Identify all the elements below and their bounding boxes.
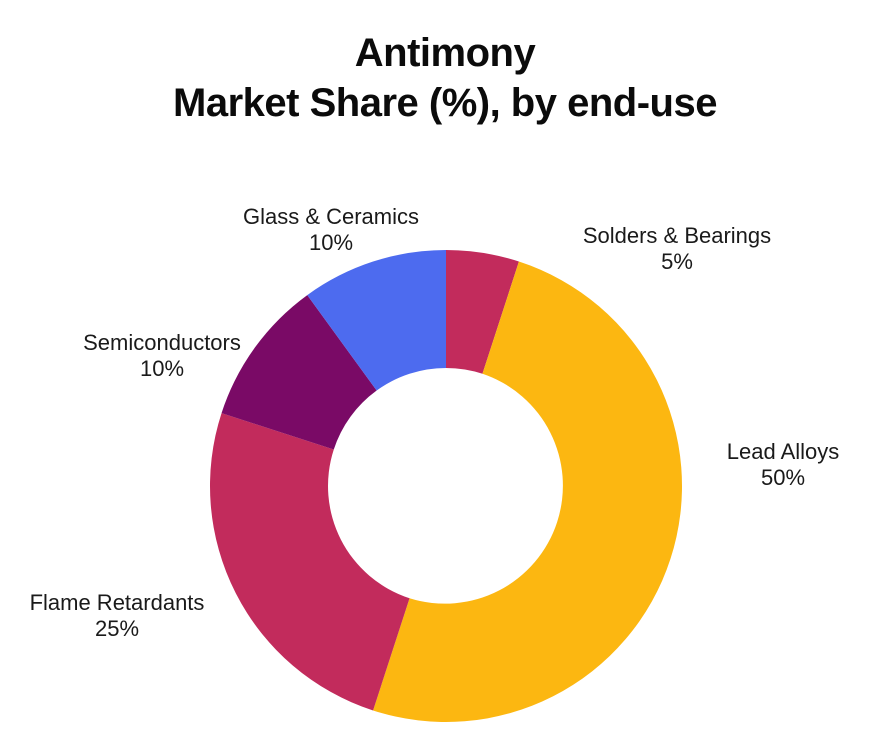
chart-title-line2: Market Share (%), by end-use [173,81,717,125]
slice-label-lead-alloys: Lead Alloys 50% [727,439,840,491]
slice-label-solders-bearings: Solders & Bearings 5% [583,223,771,275]
donut-slice-flame-retardants[interactable] [209,413,410,711]
chart-title-line1: Antimony [354,31,536,75]
slice-label-semiconductors: Semiconductors 10% [83,330,241,382]
slice-label-percent: 25% [94,616,140,641]
donut-slice-glass-ceramics[interactable] [307,250,446,391]
donut-slice-lead-alloys[interactable] [373,261,683,723]
slice-label-glass-ceramics: Glass & Ceramics 10% [243,204,419,256]
slice-label-percent: 5% [661,249,693,274]
slice-label-name: Flame Retardants [29,590,205,615]
slice-label-name: Solders & Bearings [582,223,772,248]
slice-label-percent: 50% [760,465,806,490]
slice-label-percent: 10% [139,356,185,381]
chart-title: Antimony Market Share (%), by end-use [0,28,890,128]
donut-slice-solders-bearings[interactable] [446,249,519,374]
slice-label-name: Lead Alloys [726,439,840,464]
slice-label-percent: 10% [308,230,354,255]
donut-slice-semiconductors[interactable] [221,295,377,450]
slice-label-name: Semiconductors [83,330,241,355]
slice-label-name: Glass & Ceramics [242,204,420,229]
slice-label-flame-retardants: Flame Retardants 25% [30,590,205,642]
